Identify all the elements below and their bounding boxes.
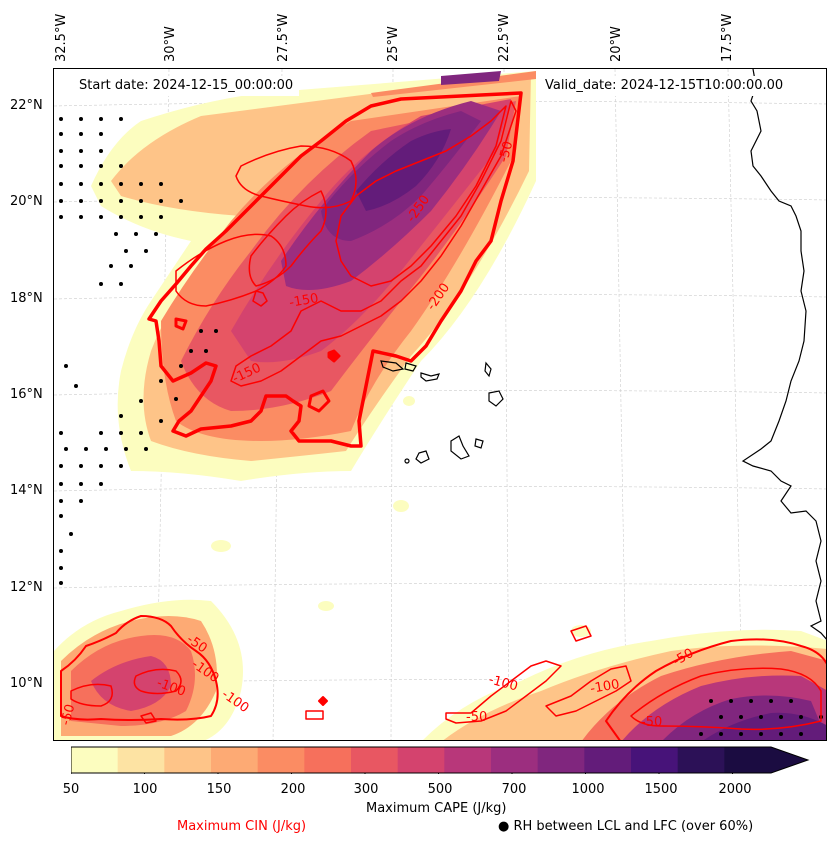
cape-colorbar [71,746,810,774]
cin-contour-southeast-1 [445,660,562,724]
colorbar-segment [631,747,679,773]
lon-label-22-5w: 22.5°W [497,13,512,62]
colorbar-tick-500: 500 [427,782,453,797]
start-date-label: Start date: 2024-12-15_00:00:00 [73,76,300,96]
cin-contour-250 [335,105,507,287]
cin-label-50-sw-west: -50 [58,703,78,727]
map-panel: -150 -150 -250 -200 -50 -50 -100 -100 -1… [53,68,827,741]
colorbar-tick-50: 50 [62,782,80,797]
colorbar-segment [257,747,305,773]
lat-label-12n: 12°N [10,580,43,595]
cin-contour-200-north [235,145,357,209]
cin-contour-southwest-outer [60,615,219,721]
colorbar-segment [351,747,399,773]
colorbar-title: Maximum CAPE (J/kg) [366,801,507,816]
colorbar-segment [444,747,492,773]
colorbar-segment [537,747,585,773]
colorbar-segment [117,747,165,773]
lat-label-16n: 16°N [10,387,43,402]
cape-field-north [91,71,536,481]
colorbar-extend-arrow [771,747,808,773]
colorbar-segment [71,747,119,773]
cape-field-patches [211,396,591,637]
cin-contour-southeast-big [605,638,826,740]
lon-label-20w: 20°W [609,26,624,62]
cin-contour-outer-north [147,91,523,448]
colorbar-segment [491,747,539,773]
colorbar-segment [397,747,445,773]
cin-contour-southwest-diamond [318,696,328,706]
cin-legend-label: Maximum CIN (J/kg) [177,819,307,834]
cin-label-50-se-a: -50 [466,710,487,725]
colorbar-tick-300: 300 [353,782,379,797]
lat-label-10n: 10°N [10,676,43,691]
colorbar-tick-1500: 1500 [644,782,678,797]
colorbar-tick-1000: 1000 [571,782,605,797]
colorbar-segment [304,747,352,773]
colorbar-tick-200: 200 [280,782,306,797]
colorbar-segment [677,747,725,773]
colorbar-segment [164,747,212,773]
valid-date-label: Valid_date: 2024-12-15T10:00:00.00 [539,76,790,96]
cin-contour-150 [230,100,517,387]
lat-label-20n: 20°N [10,194,43,209]
lat-label-18n: 18°N [10,291,43,306]
colorbar-tick-100: 100 [132,782,158,797]
colorbar-segment [211,747,259,773]
colorbar-tick-700: 700 [501,782,527,797]
cin-contours [60,91,826,740]
colorbar-segment [724,747,772,773]
lon-label-27-5w: 27.5°W [276,13,291,62]
lon-label-30w: 30°W [163,26,178,62]
cin-contour-southeast-3 [545,665,632,717]
cin-contour-inner-200 [248,190,327,287]
lon-label-25w: 25°W [386,26,401,62]
cin-contour-southwest-inner-2 [70,683,113,707]
cin-label-50-north: -50 [496,140,516,164]
colorbar-outline [71,746,810,774]
cin-contour-southwest-tiny [305,710,324,720]
cin-contour-southwest-small [140,712,157,724]
rh-legend-label: ● RH between LCL and LFC (over 60%) [498,819,754,834]
rh-stipple [59,117,823,736]
colorbar-tick-2000: 2000 [718,782,752,797]
cin-contour-small-4 [327,349,341,363]
lat-label-14n: 14°N [10,483,43,498]
cin-contour-small-2 [307,389,331,413]
cin-label-150-a: -150 [288,291,320,311]
lon-label-32-5w: 32.5°W [54,13,69,62]
colorbar-segment [584,747,632,773]
cin-contour-southwest-inner [133,668,182,695]
cin-contour-southeast-2 [570,625,592,642]
cin-label-50-se-b: -50 [641,715,662,730]
coastline-africa [741,69,826,640]
cin-contour-southeast-inner [630,667,822,731]
cin-contour-150-west [175,233,287,307]
map-canvas: -150 -150 -250 -200 -50 -50 -100 -100 -1… [54,69,826,740]
colorbar-tick-150: 150 [206,782,232,797]
lon-label-17-5w: 17.5°W [720,13,735,62]
cin-contour-small-1 [252,290,268,307]
cin-label-100-se-a: -100 [487,672,519,694]
cin-contour-small-3 [174,317,188,331]
cin-label-100-se-b: -100 [589,677,621,697]
lat-label-22n: 22°N [10,98,43,113]
coastline-cape-verde [380,360,504,464]
